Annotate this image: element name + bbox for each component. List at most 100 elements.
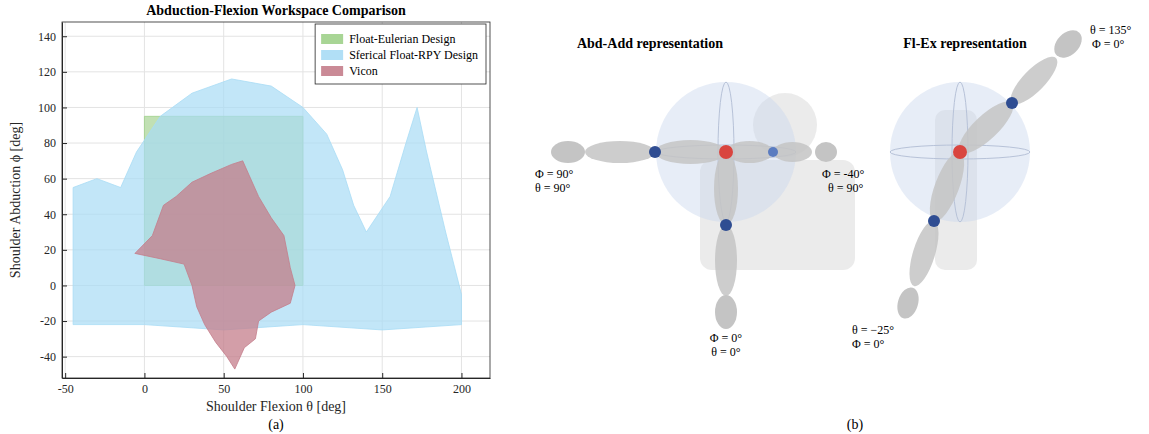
plot-background: [62, 22, 490, 378]
grid: [62, 22, 490, 378]
x-tick: 150: [374, 373, 392, 396]
legend-swatch: [321, 34, 343, 44]
workspace-region: [135, 161, 295, 369]
upper-arm: [655, 140, 726, 164]
x-tick-label: 50: [218, 382, 230, 396]
x-tick-label: 100: [294, 382, 312, 396]
y-tick-mark: [62, 72, 67, 73]
y-tick: 40: [44, 208, 67, 222]
y-tick: 20: [44, 243, 67, 257]
elbow: [928, 215, 940, 227]
upper-arm: [726, 141, 773, 163]
legend-swatch: [321, 66, 343, 76]
x-tick-mark: [224, 373, 225, 378]
x-grid-line: [65, 22, 66, 378]
shoulder-joint: [953, 145, 967, 159]
forearm: [1004, 50, 1064, 110]
diagram-panel: Abd-Add representation Φ = 90°θ = 90° Φ = …: [535, 23, 1132, 433]
forearm: [715, 225, 737, 296]
elbow: [768, 147, 778, 157]
pose-label: θ = 90°: [535, 181, 571, 195]
fl-ex-drawing: [890, 25, 1087, 321]
panel-title: Abd-Add representation: [577, 36, 723, 51]
y-tick-label: 120: [38, 65, 56, 79]
y-tick-label: -40: [40, 350, 56, 364]
x-tick-mark: [382, 373, 383, 378]
chart-title: Abduction-Flexion Workspace Comparison: [146, 3, 406, 18]
panel-caption: (a): [268, 417, 284, 433]
y-tick-label: 40: [44, 208, 56, 222]
x-tick-label: 200: [453, 382, 471, 396]
pose-label: θ = 0°: [711, 345, 741, 359]
pose-label: θ = −25°: [852, 323, 894, 337]
y-axis: -40 -20 0 20 40 60 80 100 120 140: [38, 23, 67, 379]
y-tick: 100: [38, 101, 67, 115]
legend: Float-Eulerian DesignSferical Float-RPY …: [315, 24, 486, 84]
x-tick-mark: [144, 373, 145, 378]
x-tick-mark: [303, 373, 304, 378]
y-axis-line: [62, 23, 63, 379]
pose-label: Φ = 0°: [1092, 37, 1125, 51]
shoulder-sphere: [890, 82, 1030, 222]
pose-label: Φ = 0°: [710, 331, 743, 345]
legend-box: [315, 24, 486, 84]
shoulder-joint: [719, 145, 733, 159]
hand: [1049, 25, 1087, 63]
y-tick-label: 80: [44, 136, 56, 150]
sphere-ring: [952, 82, 968, 222]
legend-label: Float-Eulerian Design: [349, 32, 455, 46]
x-tick-label: 0: [142, 382, 148, 396]
hand: [894, 285, 922, 321]
y-tick-mark: [62, 36, 67, 37]
abd-add-drawing: [551, 82, 855, 329]
pose-label: Φ = 90°: [535, 167, 574, 181]
x-axis: -50 0 50 100 150 200: [58, 373, 491, 396]
elbow: [720, 219, 732, 231]
x-tick-mark: [461, 373, 462, 378]
plot-marks: [73, 79, 461, 369]
y-tick: -20: [40, 314, 67, 328]
legend-label: Vicon: [349, 64, 378, 78]
y-tick-mark: [62, 107, 67, 108]
y-tick-label: 0: [50, 279, 56, 293]
x-tick-label: -50: [58, 382, 74, 396]
y-tick-label: 100: [38, 101, 56, 115]
x-tick: 0: [142, 373, 148, 396]
x-tick: 100: [294, 373, 312, 396]
elbow: [1006, 97, 1018, 109]
y-tick-label: -20: [40, 314, 56, 328]
y-grid-line: [62, 356, 490, 357]
pose-label: θ = 135°: [1090, 23, 1132, 37]
x-tick-mark: [65, 373, 66, 378]
upper-arm: [952, 94, 1020, 160]
y-tick-mark: [62, 321, 67, 322]
hand: [715, 295, 737, 329]
figure: -50 0 50 100 150 200 -40 -20 0 20 40 60 80 100 120 140 A…: [0, 0, 1149, 434]
x-tick-label: 150: [374, 382, 392, 396]
upper-arm: [714, 152, 738, 225]
x-axis-title: Shoulder Flexion θ [deg]: [206, 399, 346, 414]
hand: [815, 142, 837, 162]
x-tick: 200: [453, 373, 471, 396]
legend-swatch: [321, 50, 343, 60]
y-tick-label: 20: [44, 243, 56, 257]
y-tick-label: 140: [38, 30, 56, 44]
pose-label: Φ = -40°: [822, 167, 865, 181]
y-tick-mark: [62, 250, 67, 251]
forearm: [773, 142, 812, 162]
y-tick: 80: [44, 136, 67, 150]
elbow: [649, 146, 661, 158]
y-tick: -40: [40, 350, 67, 364]
plot-frame: [62, 22, 490, 378]
y-tick: 60: [44, 172, 67, 186]
y-tick-label: 60: [44, 172, 56, 186]
y-tick: 140: [38, 30, 67, 44]
y-axis-title: Shoulder Abduction ϕ [deg]: [8, 122, 23, 278]
y-tick: 0: [50, 279, 67, 293]
y-tick-mark: [62, 285, 67, 286]
y-tick-mark: [62, 143, 67, 144]
panel-caption: (b): [847, 417, 864, 433]
y-tick-mark: [62, 357, 67, 358]
x-tick: 50: [218, 373, 230, 396]
y-tick-mark: [62, 214, 67, 215]
